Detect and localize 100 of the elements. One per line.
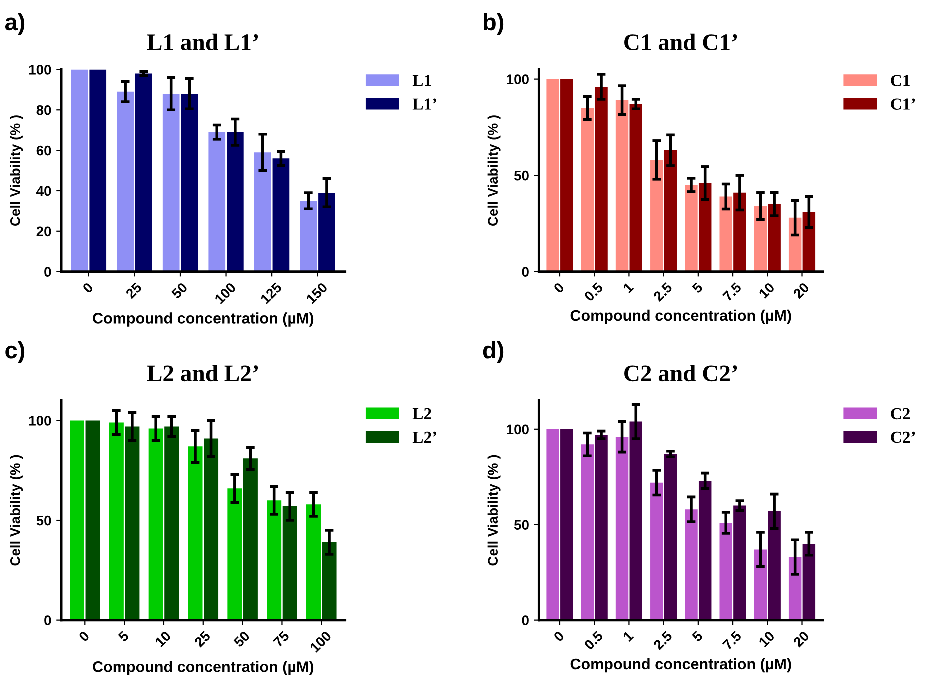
- x-tick-label: 50: [233, 630, 251, 648]
- x-tick-label: 2.5: [653, 630, 674, 651]
- bar: [754, 206, 768, 272]
- x-tick-label: 25: [194, 630, 212, 648]
- bar: [125, 426, 140, 620]
- y-tick-label: 0: [44, 267, 52, 277]
- x-tick-label: 0: [78, 630, 90, 642]
- y-axis-title: Cell Viability (% ): [10, 116, 24, 226]
- y-axis-title: Cell Viability (% ): [10, 455, 24, 566]
- bar: [306, 504, 322, 620]
- y-tick-label: 100: [507, 74, 529, 84]
- x-tick-label: 0: [553, 630, 565, 642]
- bar: [581, 444, 594, 620]
- bar: [616, 100, 629, 272]
- x-tick-label: 75: [272, 630, 290, 648]
- legend-label: C2’: [891, 432, 916, 444]
- bar: [560, 429, 574, 620]
- bar: [664, 150, 678, 272]
- x-tick-label: 0: [553, 282, 565, 294]
- bar: [650, 160, 664, 272]
- x-tick-label: 0.5: [584, 282, 604, 302]
- bar: [227, 132, 244, 272]
- bar: [282, 506, 298, 620]
- bar: [181, 94, 198, 272]
- bar: [720, 196, 732, 272]
- bar: [560, 79, 574, 272]
- chart-title: C1 and C1’: [624, 34, 738, 50]
- bar: [208, 132, 226, 272]
- x-tick-label: 50: [171, 282, 188, 300]
- bar: [788, 218, 802, 272]
- bar: [254, 152, 272, 272]
- y-tick-label: 20: [36, 226, 52, 237]
- x-tick-label: 7.5: [722, 282, 742, 302]
- x-tick-label: 7.5: [722, 630, 742, 650]
- x-tick-label: 10: [154, 630, 172, 648]
- x-tick-label: 10: [758, 630, 776, 648]
- bar: [322, 542, 337, 620]
- x-tick-label: 20: [792, 630, 810, 648]
- x-tick-label: 1: [622, 630, 634, 642]
- bar: [630, 422, 642, 620]
- x-axis-title: Compound concentration (µM): [570, 310, 792, 324]
- bar: [109, 422, 124, 620]
- legend-label: C2: [891, 408, 910, 420]
- bar: [768, 512, 781, 620]
- y-tick-label: 100: [507, 424, 529, 435]
- bar: [595, 87, 608, 272]
- x-tick-label: 2.5: [653, 282, 674, 302]
- bar: [595, 435, 608, 620]
- legend-label: C1: [891, 75, 910, 86]
- bar: [630, 104, 642, 272]
- bar: [616, 437, 629, 620]
- y-tick-label: 40: [36, 186, 52, 196]
- y-tick-label: 0: [522, 616, 529, 626]
- bar: [698, 480, 712, 620]
- y-tick-label: 0: [44, 616, 52, 626]
- bar: [734, 192, 746, 272]
- bar: [734, 506, 746, 620]
- bar: [754, 550, 768, 620]
- bar: [664, 454, 678, 620]
- y-axis-title: Cell Viability (% ): [488, 455, 501, 566]
- legend-label: L1’: [412, 98, 436, 110]
- x-tick-label: 0.5: [584, 630, 604, 651]
- bar: [272, 158, 290, 272]
- y-tick-label: 50: [514, 520, 529, 530]
- x-tick-label: 10: [758, 282, 776, 300]
- bar: [546, 79, 560, 272]
- bar: [267, 500, 282, 620]
- x-tick-label: 100: [310, 630, 332, 654]
- bar: [685, 185, 698, 272]
- bar: [698, 183, 712, 272]
- bar: [228, 488, 242, 620]
- bar: [117, 92, 134, 272]
- x-tick-label: 150: [306, 282, 328, 305]
- y-tick-label: 0: [522, 267, 529, 277]
- y-tick-label: 50: [36, 516, 52, 526]
- x-tick-label: 20: [792, 282, 810, 300]
- y-tick-label: 100: [29, 65, 52, 75]
- legend-label: L2’: [412, 432, 436, 443]
- y-tick-label: 100: [29, 416, 52, 426]
- bar: [768, 204, 781, 272]
- bar: [188, 446, 203, 620]
- bar: [135, 74, 152, 272]
- bar: [546, 429, 560, 620]
- legend-label: C1’: [891, 98, 916, 110]
- y-tick-label: 50: [514, 170, 529, 181]
- y-tick-label: 80: [36, 105, 52, 116]
- bar: [86, 420, 100, 620]
- bar: [204, 438, 219, 620]
- bar: [802, 212, 816, 272]
- bar: [720, 522, 732, 620]
- text: d): [483, 341, 504, 364]
- bar: [650, 482, 664, 620]
- text: c): [6, 341, 25, 364]
- x-axis-title: Compound concentration (µM): [93, 661, 314, 676]
- x-tick-label: 5: [692, 282, 704, 294]
- bar: [90, 70, 107, 272]
- x-tick-label: 100: [214, 282, 237, 305]
- bar: [162, 94, 180, 272]
- bar: [300, 201, 318, 272]
- legend-label: L2: [412, 408, 432, 420]
